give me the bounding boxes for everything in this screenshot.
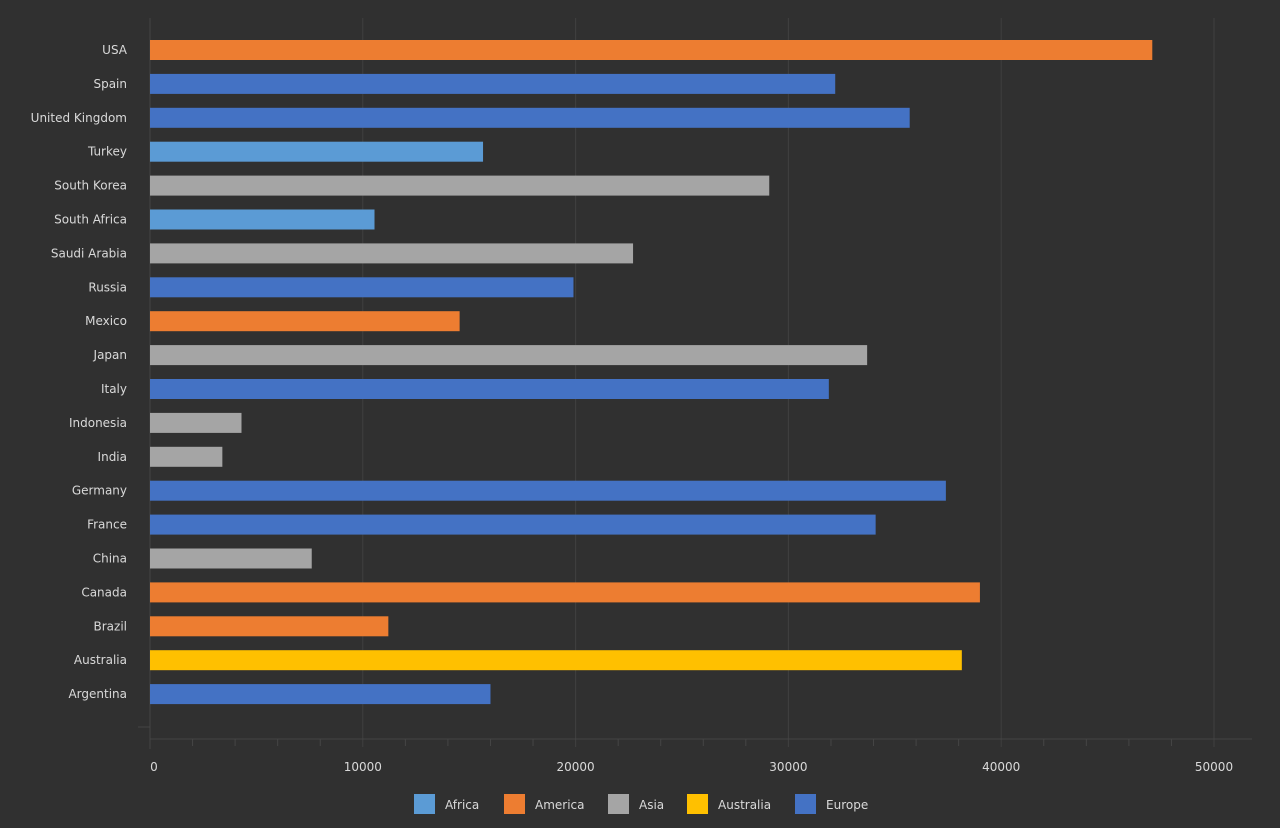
- legend-swatch: [795, 794, 816, 814]
- y-tick-label: South Korea: [54, 179, 127, 193]
- legend-label: America: [535, 798, 585, 812]
- legend-swatch: [414, 794, 435, 814]
- y-tick-label: Italy: [101, 382, 127, 396]
- bar-united-kingdom: [150, 107, 910, 128]
- bar-south-korea: [150, 175, 770, 196]
- bar-indonesia: [150, 412, 242, 433]
- legend-swatch: [608, 794, 629, 814]
- bar-japan: [150, 345, 868, 366]
- y-tick-label: Turkey: [87, 145, 127, 159]
- x-tick-label: 30000: [769, 760, 807, 774]
- y-tick-label: China: [93, 552, 127, 566]
- bar-mexico: [150, 311, 460, 332]
- bar-china: [150, 548, 312, 569]
- bar-saudi-arabia: [150, 243, 634, 264]
- bar-russia: [150, 277, 574, 298]
- legend-swatch: [687, 794, 708, 814]
- bar-india: [150, 446, 223, 467]
- legend-swatch: [504, 794, 525, 814]
- y-tick-label: Saudi Arabia: [51, 246, 127, 260]
- y-tick-label: United Kingdom: [31, 111, 127, 125]
- bar-australia: [150, 650, 962, 671]
- y-tick-label: France: [87, 518, 127, 532]
- bar-france: [150, 514, 876, 535]
- bar-canada: [150, 582, 980, 603]
- y-tick-label: Argentina: [68, 687, 127, 701]
- x-tick-label: 10000: [344, 760, 382, 774]
- bar-turkey: [150, 141, 484, 162]
- bar-germany: [150, 480, 946, 501]
- y-tick-label: Germany: [72, 484, 127, 498]
- legend-label: Australia: [718, 798, 771, 812]
- y-tick-label: USA: [102, 43, 128, 57]
- bar-usa: [150, 40, 1153, 60]
- x-tick-label: 0: [150, 760, 158, 774]
- legend-item-asia[interactable]: Asia: [608, 794, 664, 814]
- legend-item-australia[interactable]: Australia: [687, 794, 771, 814]
- legend-item-europe[interactable]: Europe: [795, 794, 868, 814]
- x-tick-label: 40000: [982, 760, 1020, 774]
- y-tick-label: Russia: [88, 280, 127, 294]
- legend-label: Europe: [826, 798, 868, 812]
- y-tick-label: Canada: [81, 585, 127, 599]
- y-tick-label: Japan: [93, 348, 127, 362]
- y-tick-label: Indonesia: [69, 416, 127, 430]
- x-tick-label: 50000: [1195, 760, 1233, 774]
- y-tick-label: Australia: [74, 653, 127, 667]
- bar-spain: [150, 73, 836, 94]
- legend-item-africa[interactable]: Africa: [414, 794, 479, 814]
- y-tick-label: South Africa: [54, 213, 127, 227]
- y-tick-label: Mexico: [85, 314, 127, 328]
- y-tick-label: Spain: [93, 77, 127, 91]
- y-tick-label: Brazil: [94, 619, 128, 633]
- bar-south-africa: [150, 209, 375, 230]
- x-tick-label: 20000: [557, 760, 595, 774]
- legend-label: Asia: [639, 798, 664, 812]
- bar-brazil: [150, 616, 389, 637]
- legend-item-america[interactable]: America: [504, 794, 585, 814]
- y-tick-label: India: [98, 450, 127, 464]
- bar-argentina: [150, 684, 491, 705]
- bar-italy: [150, 379, 829, 399]
- legend-label: Africa: [445, 798, 479, 812]
